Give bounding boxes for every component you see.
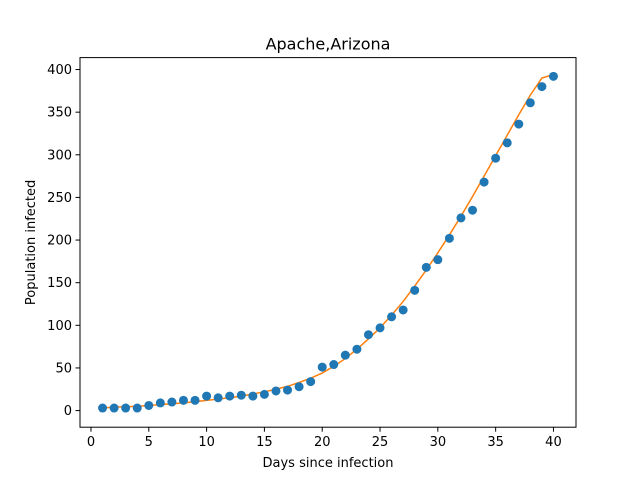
data-point <box>121 403 131 413</box>
x-axis-label: Days since infection <box>263 456 394 471</box>
data-point <box>468 205 478 215</box>
data-point <box>548 71 558 81</box>
x-tick-label: 10 <box>198 435 215 450</box>
data-point <box>259 389 269 399</box>
plot-area <box>80 57 576 428</box>
data-point <box>213 393 223 403</box>
data-point <box>537 82 547 92</box>
data-point <box>514 119 524 129</box>
data-point <box>491 153 501 163</box>
x-tick-label: 20 <box>314 435 331 450</box>
data-point <box>375 323 385 333</box>
plot-frame <box>79 57 577 428</box>
data-point <box>178 395 188 405</box>
data-point <box>456 213 466 223</box>
scatter-points-layer <box>98 71 558 413</box>
data-point <box>444 233 454 243</box>
data-point <box>479 177 489 187</box>
data-point <box>283 385 293 395</box>
data-point <box>271 386 281 396</box>
x-tick-label: 0 <box>87 435 95 450</box>
y-tick-label: 350 <box>47 106 72 121</box>
data-point <box>329 360 339 370</box>
data-point <box>294 382 304 392</box>
data-point <box>340 350 350 360</box>
data-point <box>202 391 212 401</box>
x-tick-label: 40 <box>545 435 562 450</box>
data-point <box>225 391 235 401</box>
data-point <box>502 138 512 148</box>
x-tick-label: 5 <box>145 435 153 450</box>
data-point <box>398 305 408 315</box>
data-point <box>525 98 535 108</box>
data-point <box>236 390 246 400</box>
data-point <box>155 398 165 408</box>
y-axis-label: Population infected <box>24 180 39 305</box>
x-tick-label: 15 <box>256 435 273 450</box>
y-tick-label: 300 <box>47 148 72 163</box>
data-point <box>190 395 200 405</box>
data-point <box>167 397 177 407</box>
fit-line-layer <box>102 73 554 409</box>
data-point <box>421 262 431 272</box>
x-axis-ticks: 0 5 10 15 20 25 30 35 40 <box>87 427 562 450</box>
chart-title: Apache,Arizona <box>266 35 391 54</box>
data-point <box>387 312 397 322</box>
y-tick-label: 100 <box>47 319 72 334</box>
y-tick-label: 0 <box>64 404 72 419</box>
x-tick-label: 30 <box>430 435 447 450</box>
data-point <box>306 377 316 387</box>
y-axis-ticks: 0 50 100 150 200 250 300 350 400 <box>47 63 80 419</box>
data-point <box>132 403 142 413</box>
data-point <box>98 403 108 413</box>
x-tick-label: 35 <box>487 435 504 450</box>
data-point <box>317 362 327 372</box>
data-point <box>363 330 373 340</box>
y-tick-label: 150 <box>47 276 72 291</box>
data-point <box>410 285 420 295</box>
fit-line <box>102 73 554 409</box>
y-tick-label: 200 <box>47 234 72 249</box>
data-point <box>109 403 119 413</box>
data-point <box>144 400 154 410</box>
data-point <box>433 255 443 265</box>
y-tick-label: 50 <box>55 361 72 376</box>
y-tick-label: 400 <box>47 63 72 78</box>
x-tick-label: 25 <box>372 435 389 450</box>
data-point <box>352 344 362 354</box>
y-tick-label: 250 <box>47 191 72 206</box>
data-point <box>248 391 258 401</box>
